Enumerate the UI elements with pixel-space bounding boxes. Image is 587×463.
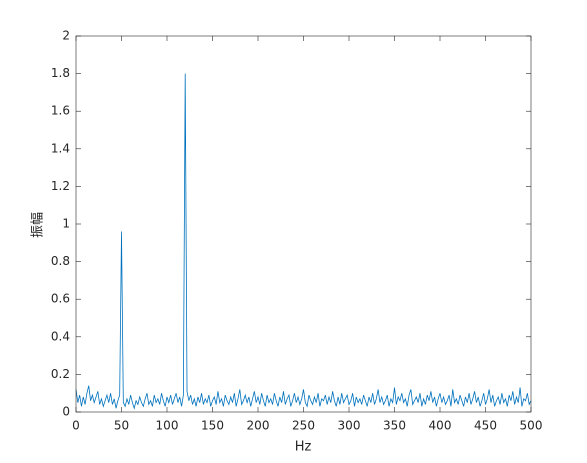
- x-tick-label: 350: [383, 419, 406, 433]
- y-tick-label: 1.8: [51, 66, 70, 80]
- y-tick-label: 1.6: [51, 104, 70, 118]
- spectrum-line: [75, 73, 532, 410]
- y-tick-label: 0.6: [51, 292, 70, 306]
- x-tick-label: 50: [114, 419, 129, 433]
- y-tick-label: 1: [62, 217, 70, 231]
- y-tick-label: 1.4: [51, 141, 70, 155]
- x-tick-label: 100: [156, 419, 179, 433]
- x-tick-label: 200: [247, 419, 270, 433]
- y-tick-label: 0: [62, 405, 70, 419]
- y-axis-label: 振幅: [31, 212, 46, 238]
- y-tick-label: 0.8: [51, 254, 70, 268]
- y-tick-label: 0.2: [51, 367, 70, 381]
- y-tick-label: 0.4: [51, 329, 70, 343]
- x-tick-label: 300: [338, 419, 361, 433]
- x-axis-label: Hz: [295, 440, 312, 455]
- x-tick-label: 400: [429, 419, 452, 433]
- x-tick-label: 250: [292, 419, 315, 433]
- plot-area: [76, 36, 531, 412]
- x-tick-label: 150: [201, 419, 224, 433]
- axes-box: [75, 35, 532, 413]
- y-tick-label: 2: [62, 29, 70, 43]
- x-tick-label: 500: [520, 419, 543, 433]
- x-tick-label: 450: [474, 419, 497, 433]
- y-tick-label: 1.2: [51, 179, 70, 193]
- x-tick-label: 0: [72, 419, 80, 433]
